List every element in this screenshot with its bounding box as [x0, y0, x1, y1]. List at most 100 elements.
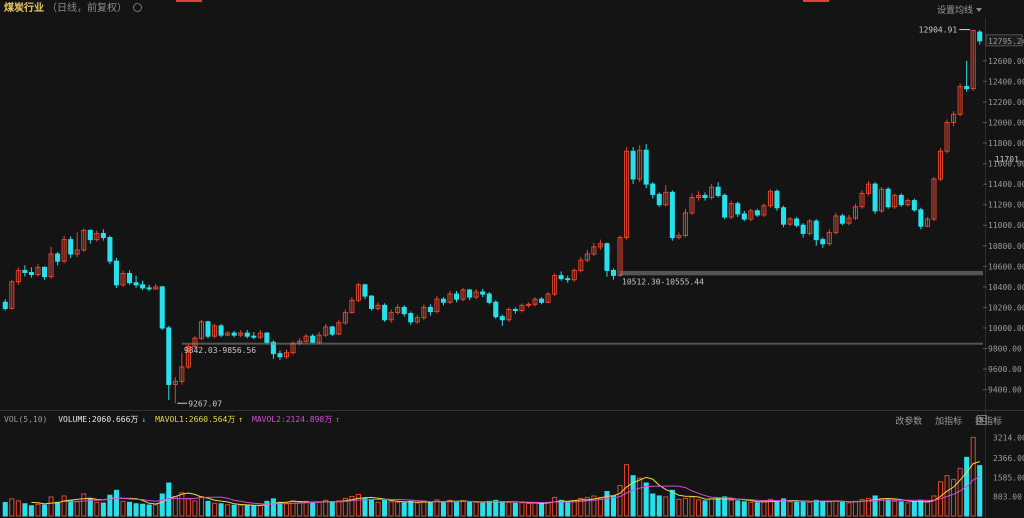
add-indicator-button[interactable]: 加指标: [935, 417, 963, 427]
candle-body: [81, 229, 87, 251]
volume-bar: [506, 501, 512, 517]
volume-bar: [754, 502, 760, 517]
volume-bar: [499, 501, 505, 517]
candle-body: [682, 212, 688, 237]
candle-body: [159, 286, 165, 329]
volume-bar: [846, 502, 852, 517]
gear-icon[interactable]: [133, 3, 142, 12]
volume-bar: [100, 502, 106, 517]
candle-body: [212, 325, 218, 337]
switch-indicator-button[interactable]: 换指标: [974, 417, 1002, 427]
candle-body: [892, 194, 898, 208]
candle-body: [558, 275, 564, 280]
volume-tick-label: 1585.00: [993, 473, 1024, 482]
candle-body: [669, 191, 675, 239]
set-ma-button[interactable]: 设置均线: [937, 3, 982, 16]
candle-body: [957, 86, 963, 115]
candle-body: [35, 266, 41, 276]
candle-body: [617, 237, 623, 276]
candle-body: [931, 178, 937, 220]
candle-body: [172, 380, 178, 385]
arrow-up-icon: ↑: [238, 415, 244, 424]
candle-body: [794, 218, 800, 226]
last-price-tag: [985, 34, 1023, 47]
volume-bar: [735, 500, 741, 517]
candle-body: [571, 269, 577, 281]
price-tick-label: 10200.00: [988, 303, 1024, 312]
volume-bar: [454, 501, 460, 517]
candle-body: [885, 188, 891, 208]
volume-bar: [205, 500, 211, 517]
candle-body: [656, 193, 662, 206]
candle-body: [382, 304, 388, 321]
volume-bar: [604, 491, 610, 517]
candle-body: [198, 321, 204, 339]
volume-indicator-name[interactable]: VOL(5,10): [4, 415, 48, 424]
volume-bar: [192, 500, 198, 517]
volume-bar: [264, 500, 270, 517]
price-tick-label: 11400.00: [988, 180, 1024, 189]
candle-body: [153, 286, 159, 290]
volume-bar: [715, 497, 721, 517]
candle-body: [257, 332, 263, 338]
volume-bar: [807, 501, 813, 517]
volume-bar: [179, 492, 185, 517]
volume-bar: [676, 498, 682, 517]
candle-body: [336, 322, 342, 335]
candle-body: [506, 308, 512, 321]
volume-bar: [722, 496, 728, 517]
candle-body: [545, 293, 551, 303]
candle-body: [22, 269, 28, 273]
volume-bar: [244, 504, 250, 517]
volume-bar: [218, 503, 224, 517]
volume-bar: [669, 489, 675, 517]
volume-bar: [395, 501, 401, 517]
volume-bar: [663, 496, 669, 517]
volume-bar: [146, 504, 152, 517]
candle-body: [787, 218, 793, 225]
volume-bar: [107, 494, 113, 517]
price-tick-label: 12400.00: [988, 77, 1024, 86]
candle-body: [624, 150, 630, 239]
volume-bar: [761, 501, 767, 517]
candle-body: [565, 278, 571, 281]
candle-body: [879, 188, 885, 212]
candle-body: [905, 200, 911, 206]
volume-bar: [355, 493, 361, 517]
candle-body: [94, 232, 100, 241]
volume-bar: [682, 497, 688, 517]
close-icon[interactable]: ×: [977, 415, 987, 425]
price-tick-label: 12600.00: [988, 57, 1024, 66]
candle-body: [637, 149, 643, 180]
volume-bar: [911, 501, 917, 517]
candle-body: [15, 269, 21, 283]
volume-bar: [297, 501, 303, 517]
support-range-band: [181, 342, 984, 345]
volume-bar: [15, 500, 21, 517]
volume-bar: [617, 484, 623, 517]
candle-body: [702, 194, 708, 198]
chart-header: 煤炭行业 （日线，前复权）: [4, 2, 142, 16]
candle-body: [872, 183, 878, 212]
volume-bar: [539, 503, 545, 517]
volume-bar: [172, 495, 178, 517]
volume-bar: [695, 499, 702, 517]
edit-params-button[interactable]: 改参数: [895, 417, 923, 427]
volume-bar: [41, 504, 48, 517]
candle-body: [87, 229, 93, 241]
candle-body: [362, 284, 368, 297]
candle-body: [695, 194, 702, 198]
volume-bar: [951, 478, 957, 517]
support-range-label: 10512.30-10555.44: [622, 277, 704, 286]
candle-body: [355, 284, 361, 301]
volume-bar: [185, 498, 191, 517]
volume-bar: [584, 496, 590, 517]
candle-body: [781, 207, 787, 225]
arrow-up-icon: ↑: [335, 415, 341, 424]
candle-body: [852, 206, 858, 219]
support-range-label: 9842.03-9856.56: [184, 346, 256, 355]
candle-body: [951, 113, 957, 124]
candle-body: [179, 366, 185, 382]
candle-body: [532, 298, 538, 305]
